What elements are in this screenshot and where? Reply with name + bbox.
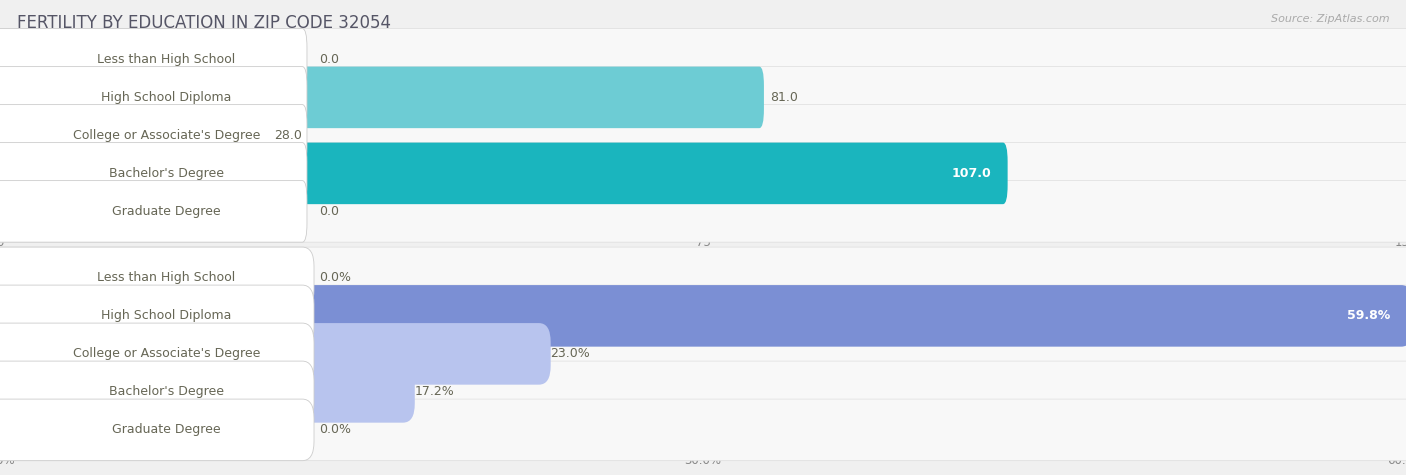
- FancyBboxPatch shape: [0, 247, 314, 309]
- Text: 107.0: 107.0: [952, 167, 991, 180]
- Text: 0.0%: 0.0%: [319, 423, 352, 437]
- Text: 0.0: 0.0: [319, 205, 339, 218]
- FancyBboxPatch shape: [0, 399, 314, 461]
- FancyBboxPatch shape: [0, 361, 1406, 423]
- Text: Graduate Degree: Graduate Degree: [112, 423, 221, 437]
- FancyBboxPatch shape: [0, 104, 1406, 166]
- Text: Less than High School: Less than High School: [97, 53, 235, 66]
- Text: 59.8%: 59.8%: [1347, 309, 1391, 323]
- Text: College or Associate's Degree: College or Associate's Degree: [73, 129, 260, 142]
- FancyBboxPatch shape: [0, 142, 1406, 204]
- Text: 0.0: 0.0: [319, 53, 339, 66]
- Text: FERTILITY BY EDUCATION IN ZIP CODE 32054: FERTILITY BY EDUCATION IN ZIP CODE 32054: [17, 14, 391, 32]
- FancyBboxPatch shape: [0, 323, 314, 385]
- Text: College or Associate's Degree: College or Associate's Degree: [73, 347, 260, 361]
- FancyBboxPatch shape: [0, 28, 1406, 90]
- FancyBboxPatch shape: [0, 66, 307, 128]
- Text: Graduate Degree: Graduate Degree: [112, 205, 221, 218]
- Text: High School Diploma: High School Diploma: [101, 309, 232, 323]
- FancyBboxPatch shape: [0, 361, 314, 423]
- FancyBboxPatch shape: [0, 104, 307, 166]
- Text: 0.0%: 0.0%: [319, 271, 352, 285]
- Text: 81.0: 81.0: [770, 91, 799, 104]
- FancyBboxPatch shape: [0, 28, 307, 90]
- FancyBboxPatch shape: [0, 399, 1406, 461]
- FancyBboxPatch shape: [0, 180, 1406, 242]
- FancyBboxPatch shape: [0, 142, 307, 204]
- Text: 17.2%: 17.2%: [415, 385, 454, 399]
- Text: Bachelor's Degree: Bachelor's Degree: [108, 167, 224, 180]
- FancyBboxPatch shape: [0, 285, 314, 347]
- FancyBboxPatch shape: [0, 285, 1406, 347]
- FancyBboxPatch shape: [0, 323, 1406, 385]
- FancyBboxPatch shape: [0, 180, 307, 242]
- FancyBboxPatch shape: [0, 142, 1008, 204]
- Text: Less than High School: Less than High School: [97, 271, 235, 285]
- FancyBboxPatch shape: [0, 285, 1406, 347]
- Text: 23.0%: 23.0%: [550, 347, 591, 361]
- Text: Source: ZipAtlas.com: Source: ZipAtlas.com: [1271, 14, 1389, 24]
- Text: Bachelor's Degree: Bachelor's Degree: [108, 385, 224, 399]
- FancyBboxPatch shape: [0, 66, 1406, 128]
- FancyBboxPatch shape: [0, 66, 763, 128]
- Text: 28.0: 28.0: [274, 129, 301, 142]
- FancyBboxPatch shape: [0, 247, 1406, 309]
- Text: High School Diploma: High School Diploma: [101, 91, 232, 104]
- FancyBboxPatch shape: [0, 104, 267, 166]
- FancyBboxPatch shape: [0, 361, 415, 423]
- FancyBboxPatch shape: [0, 323, 551, 385]
